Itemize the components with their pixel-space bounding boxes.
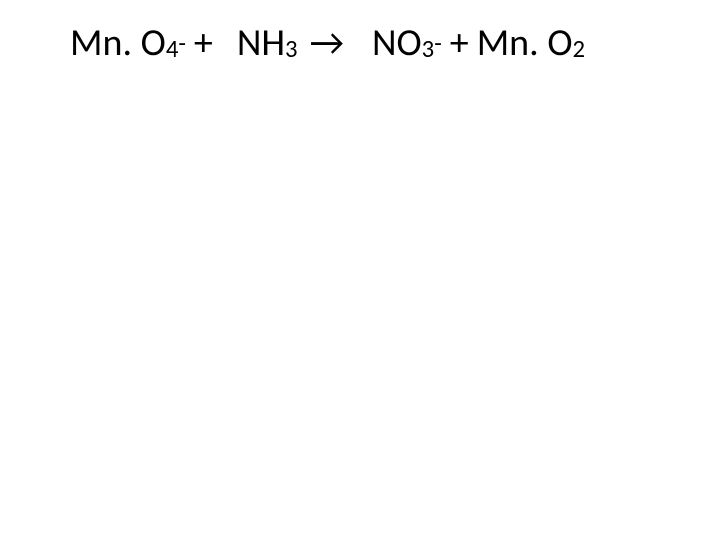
plus-operator-2: + — [450, 20, 469, 66]
species4-base: Mn. O — [477, 20, 573, 66]
species-mno2: Mn. O 2 — [477, 20, 585, 66]
species-nh3: NH 3 — [237, 20, 298, 66]
reaction-arrow: → — [310, 20, 344, 66]
species-mno4-minus: Mn. O 4 - — [70, 20, 186, 66]
species2-base: NH — [237, 20, 285, 66]
chemical-equation: Mn. O 4 - + NH 3 → NO 3 - + Mn. O 2 — [0, 0, 720, 66]
species1-base: Mn. O — [70, 20, 166, 66]
species-no3-minus: NO 3 - — [372, 20, 442, 66]
species3-base: NO — [372, 20, 422, 66]
plus-operator-1: + — [194, 20, 213, 66]
